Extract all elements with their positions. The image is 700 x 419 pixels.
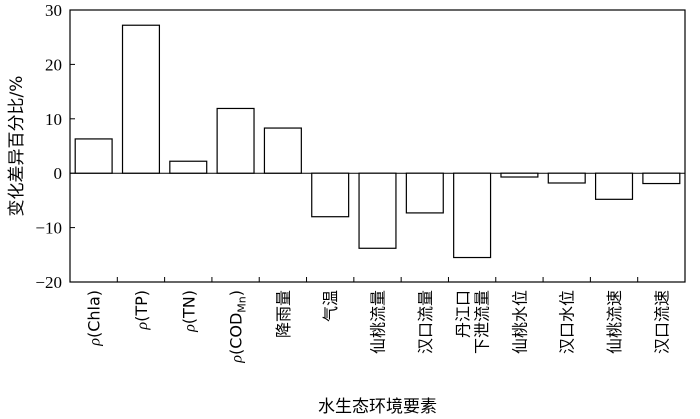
y-ticks: −20 −10 0 10 20 30: [35, 1, 75, 292]
bar: [594, 172, 634, 200]
bar: [547, 172, 586, 184]
y-tick-label: 20: [45, 55, 62, 74]
y-tick-label: 30: [45, 1, 62, 20]
category-label: 汉口流量: [416, 290, 435, 354]
x-axis-label: 水生态环境要素: [318, 397, 437, 417]
bar: [169, 160, 208, 174]
bar: [74, 138, 113, 174]
plot-frame: [69, 9, 686, 283]
bar: [453, 172, 492, 259]
y-axis-label: 变化差异百分比/%: [7, 76, 27, 217]
category-label: 汉口流速: [652, 290, 671, 354]
category-label: 仙桃流量: [369, 290, 388, 354]
y-tick-label: −20: [35, 273, 62, 292]
category-labels: ρ(Chla) ρ(TP) ρ(TN) ρ(CODMn) 降雨量 气温 仙桃流量 汉口流量 丹江…: [85, 290, 672, 364]
category-label: 汉口水位: [558, 290, 577, 354]
category-label: 仙桃水位: [510, 290, 529, 354]
bar: [311, 172, 350, 218]
y-tick-label: −10: [35, 219, 62, 238]
bar: [405, 172, 444, 214]
category-label: 气温: [321, 290, 340, 322]
category-label: ρ(CODMn): [227, 290, 249, 364]
bar: [263, 127, 302, 174]
bar: [642, 172, 681, 185]
category-label: ρ(TP): [132, 290, 151, 331]
category-label: 仙桃流速: [605, 290, 624, 354]
y-tick-label: 10: [45, 110, 62, 129]
bar: [216, 107, 255, 174]
category-label: 降雨量: [274, 290, 293, 338]
category-label: 丹江口: [454, 290, 473, 338]
bar: [121, 24, 161, 174]
category-label: ρ(Chla): [85, 290, 104, 347]
category-label: 下泄流量: [473, 290, 492, 354]
category-label: ρ(TN): [179, 290, 198, 333]
y-tick-label: 0: [54, 164, 63, 183]
bar: [358, 172, 397, 249]
bars: [74, 24, 681, 282]
bar: [500, 172, 539, 178]
